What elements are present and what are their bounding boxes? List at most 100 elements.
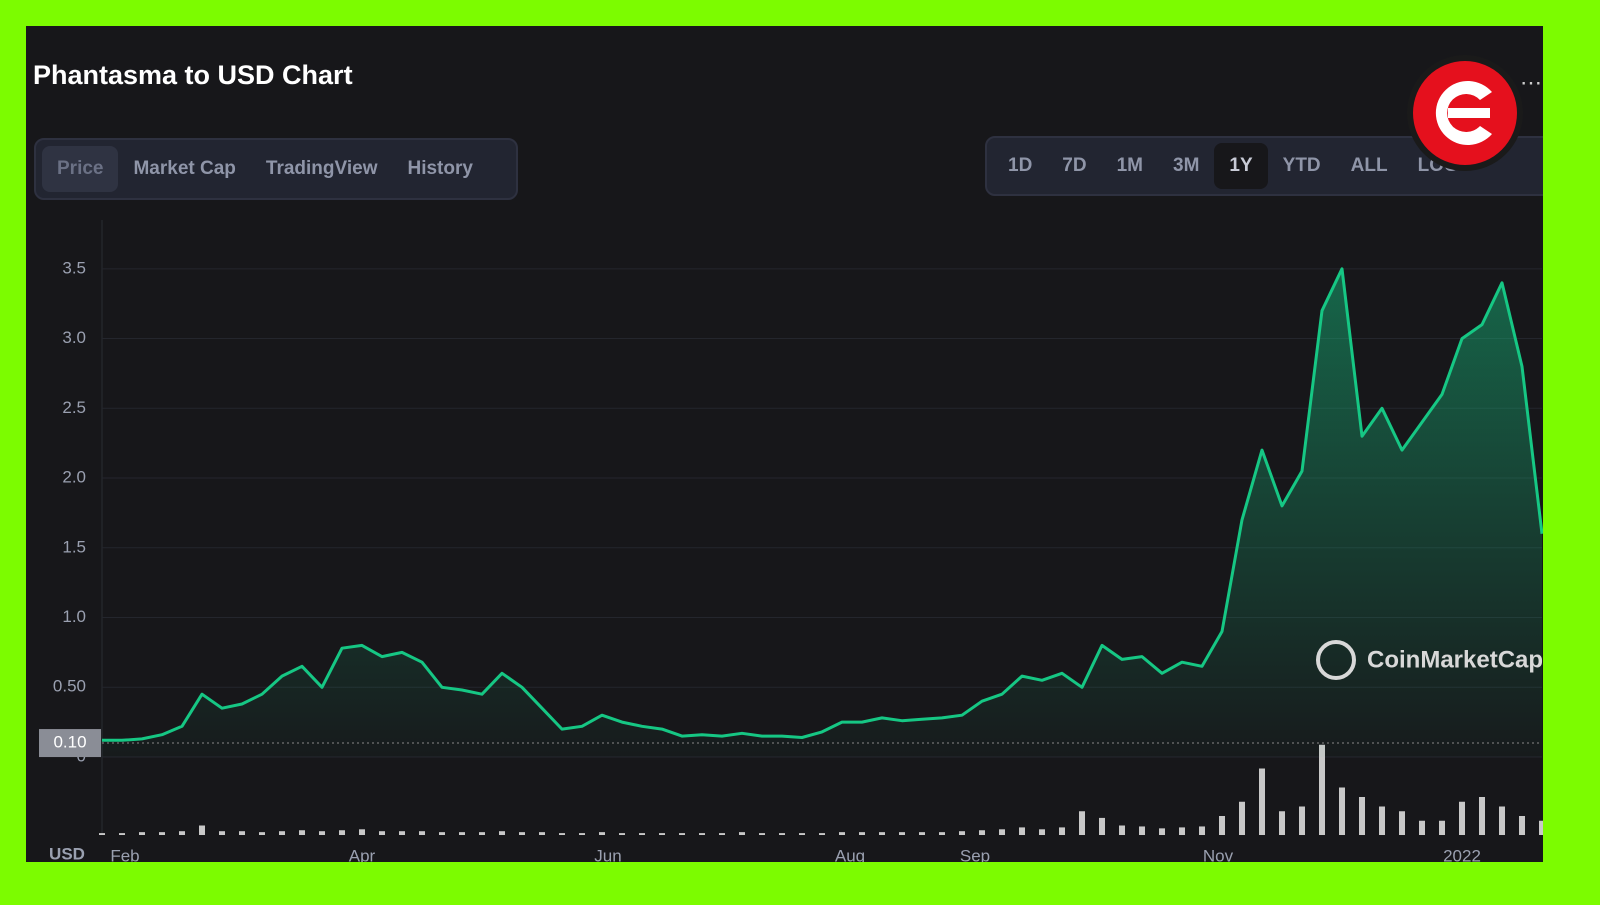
x-tick-label: Sep [960, 846, 990, 865]
volume-bar [1239, 801, 1245, 835]
volume-bar [1319, 744, 1325, 835]
watermark-icon [1316, 640, 1356, 680]
x-tick-label: Aug [835, 846, 865, 865]
range-button[interactable]: 1Y [1214, 143, 1268, 189]
y-tick-label: 2.5 [62, 398, 86, 417]
volume-bar [1279, 811, 1285, 835]
volume-bar [779, 833, 785, 835]
volume-bar [1079, 811, 1085, 835]
range-button[interactable]: 7D [1062, 155, 1087, 176]
y-unit: USD [49, 844, 85, 863]
volume-bar [519, 832, 525, 835]
volume-bar [259, 832, 265, 835]
volume-bar [639, 833, 645, 835]
range-button[interactable]: ALL [1350, 155, 1388, 176]
volume-bar [239, 831, 245, 835]
volume-bar [559, 833, 565, 835]
volume-bar [1399, 811, 1405, 835]
volume-bar [1159, 828, 1165, 835]
volume-bar [839, 832, 845, 835]
volume-bar [719, 833, 725, 835]
volume-bar [939, 832, 945, 835]
volume-bar [439, 832, 445, 835]
volume-bar [919, 832, 925, 835]
range-button[interactable]: YTD [1282, 155, 1321, 176]
x-tick-label: Feb [110, 846, 139, 865]
range-button[interactable]: 1D [1008, 155, 1033, 176]
current-price-box [39, 729, 101, 758]
more-icon: ⋯ [1520, 70, 1542, 95]
volume-bar [379, 831, 385, 835]
volume-bar [1539, 820, 1543, 835]
watermark: CoinMarketCap [1367, 646, 1543, 673]
volume-bar [1179, 827, 1185, 835]
tab-button[interactable]: Price [42, 146, 119, 192]
range-button[interactable]: 3M [1173, 155, 1200, 176]
volume-bar [139, 832, 145, 835]
volume-bar [999, 829, 1005, 835]
volume-bar [599, 832, 605, 835]
volume-bar [1439, 820, 1445, 835]
volume-bar [619, 833, 625, 835]
y-tick-label: 3.5 [62, 258, 86, 277]
volume-bar [499, 831, 505, 835]
tab-button[interactable]: Market Cap [133, 158, 236, 179]
range-group: 1D 7D 1M 3M 1Y YTD ALL LOG [985, 136, 1543, 196]
chart-title: Phantasma to USD Chart [33, 60, 353, 90]
volume-bar [1059, 827, 1065, 835]
volume-bar [1379, 806, 1385, 835]
volume-bar [119, 833, 125, 835]
volume-bar [1519, 816, 1525, 835]
volume-bar [1039, 829, 1045, 835]
volume-bar [1419, 820, 1425, 835]
volume-bar [199, 825, 205, 835]
volume-bar [159, 832, 165, 835]
range-button[interactable]: 1M [1116, 155, 1143, 176]
current-price-label: 0.10 [53, 733, 86, 752]
x-tick-label: Jun [594, 846, 621, 865]
volume-bar [1099, 817, 1105, 835]
tab-group: Price Market Cap TradingView History [34, 138, 518, 200]
volume-bar [579, 833, 585, 835]
x-tick-label: 2022 [1443, 846, 1481, 865]
y-tick-label: 1.5 [62, 537, 86, 556]
volume-bar [679, 833, 685, 835]
volume-bar [459, 832, 465, 835]
volume-bar [859, 832, 865, 835]
volume-bar [539, 832, 545, 835]
volume-bar [739, 832, 745, 835]
volume-bar [899, 832, 905, 835]
volume-bar [319, 831, 325, 835]
tab-button[interactable]: History [407, 158, 473, 179]
volume-bar [979, 830, 985, 835]
volume-bar [1499, 806, 1505, 835]
volume-bar [879, 832, 885, 835]
volume-bar [399, 831, 405, 835]
volume-bar [419, 831, 425, 835]
volume-bar [179, 831, 185, 835]
volume-bar [1199, 826, 1205, 835]
volume-bar [479, 832, 485, 835]
volume-bar [299, 830, 305, 835]
volume-bar [1019, 827, 1025, 835]
volume-bar [99, 833, 105, 835]
y-tick-label: 1.0 [62, 607, 86, 626]
volume-bar [1299, 806, 1305, 835]
volume-bar [819, 833, 825, 835]
volume-bar [1359, 797, 1365, 835]
volume-bar [659, 833, 665, 835]
volume-bar [1479, 797, 1485, 835]
y-tick-label: 0.50 [53, 677, 86, 696]
volume-bar [1139, 826, 1145, 835]
price-line [102, 267, 1543, 742]
volume-bar [699, 833, 705, 835]
volume-bar [799, 833, 805, 835]
price-area [102, 268, 1542, 757]
volume-bar [1219, 816, 1225, 835]
tab-button[interactable]: TradingView [265, 158, 378, 179]
logo-glyph [1435, 80, 1492, 145]
x-tick-label: Nov [1203, 846, 1234, 865]
volume-bar [279, 831, 285, 835]
